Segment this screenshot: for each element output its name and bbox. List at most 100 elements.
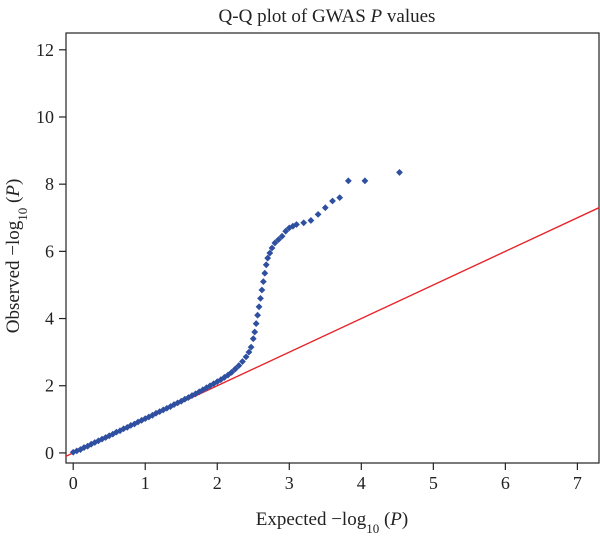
x-axis-label-italic: P (389, 509, 402, 530)
y-axis-label-sub: 10 (15, 208, 30, 221)
data-point (224, 371, 232, 379)
x-tick-label: 3 (285, 473, 294, 493)
data-point (336, 194, 344, 202)
data-point (361, 177, 369, 185)
x-tick-label: 4 (357, 473, 366, 493)
data-point (113, 428, 120, 436)
data-point (141, 415, 149, 423)
data-point (262, 261, 270, 269)
y-axis-label-pre: Observed −log (3, 220, 24, 333)
plot-area (66, 169, 599, 458)
data-point (167, 403, 174, 410)
data-point (221, 373, 228, 381)
data-point (282, 227, 290, 235)
y-axis-label-post: ( (3, 197, 24, 208)
data-point (300, 219, 308, 227)
data-point (257, 294, 264, 302)
data-point (329, 197, 336, 205)
data-point (293, 221, 300, 228)
data-point (235, 362, 243, 369)
data-point (252, 320, 260, 327)
data-point (289, 222, 297, 230)
data-point (206, 382, 214, 390)
data-point (245, 348, 253, 356)
y-tick-label: 4 (45, 309, 54, 329)
chart-title: Q-Q plot of GWAS P values (219, 6, 436, 27)
chart-title-italic: P (370, 6, 383, 27)
data-point (116, 427, 124, 435)
data-point (95, 437, 102, 445)
data-point (120, 425, 128, 433)
data-point (249, 335, 257, 343)
data-point (177, 397, 185, 405)
data-point (199, 386, 207, 394)
x-tick-label: 1 (141, 473, 150, 493)
x-axis: 0 1 2 3 4 5 6 7 (69, 463, 582, 493)
data-point (102, 434, 110, 441)
data-point (239, 358, 246, 365)
data-point (217, 376, 225, 384)
x-tick-label: 5 (429, 473, 438, 493)
data-point (278, 232, 286, 240)
data-point (195, 388, 203, 396)
data-point (275, 236, 282, 244)
y-axis-label-italic: P (3, 185, 24, 198)
data-point (170, 401, 178, 408)
x-tick-label: 7 (573, 473, 582, 493)
data-point (344, 177, 352, 185)
data-point (181, 395, 189, 403)
data-point (185, 394, 192, 401)
data-point (192, 390, 200, 398)
y-tick-label: 12 (36, 40, 54, 60)
data-point (73, 447, 81, 455)
data-point (228, 368, 236, 376)
data-point (314, 211, 322, 218)
x-axis-label-sub: 10 (366, 521, 379, 536)
data-point (271, 239, 279, 247)
data-point (138, 416, 146, 424)
x-axis-label-pre: Expected −log (256, 509, 367, 530)
data-point (80, 444, 88, 451)
data-point (264, 254, 272, 262)
data-point (213, 378, 221, 386)
data-point (255, 303, 263, 311)
data-point (109, 430, 117, 438)
y-axis-label-close: ) (3, 179, 24, 185)
data-point (254, 311, 261, 319)
data-point (266, 249, 274, 257)
data-point (231, 365, 239, 373)
data-point (268, 244, 276, 252)
data-point (123, 423, 131, 431)
y-tick-label: 10 (36, 107, 54, 127)
y-tick-label: 0 (45, 443, 54, 463)
x-tick-label: 6 (501, 473, 510, 493)
data-point (242, 353, 250, 361)
data-point (149, 411, 156, 419)
data-point (259, 278, 267, 285)
x-axis-label: Expected −log10 (P) (256, 509, 408, 536)
y-axis: 0 2 4 6 8 10 12 (36, 40, 66, 463)
data-point (307, 217, 315, 224)
data-point (163, 404, 171, 412)
data-point (321, 204, 329, 212)
y-axis-label: Observed −log10 (P) (3, 179, 30, 334)
data-point (396, 169, 403, 176)
data-point (77, 446, 84, 453)
chart-title-post: values (382, 6, 435, 27)
y-tick-label: 6 (45, 241, 54, 261)
data-point (105, 432, 113, 440)
x-tick-label: 0 (69, 473, 78, 493)
data-point (131, 420, 138, 428)
data-point (87, 440, 95, 448)
data-point (251, 328, 259, 336)
data-point (261, 269, 269, 277)
x-axis-label-post: ( (379, 509, 390, 530)
data-point (247, 343, 255, 351)
data-point (69, 448, 77, 456)
data-point (134, 418, 142, 426)
data-point (84, 442, 92, 450)
chart-title-pre: Q-Q plot of GWAS (219, 6, 371, 27)
data-point (91, 439, 99, 446)
